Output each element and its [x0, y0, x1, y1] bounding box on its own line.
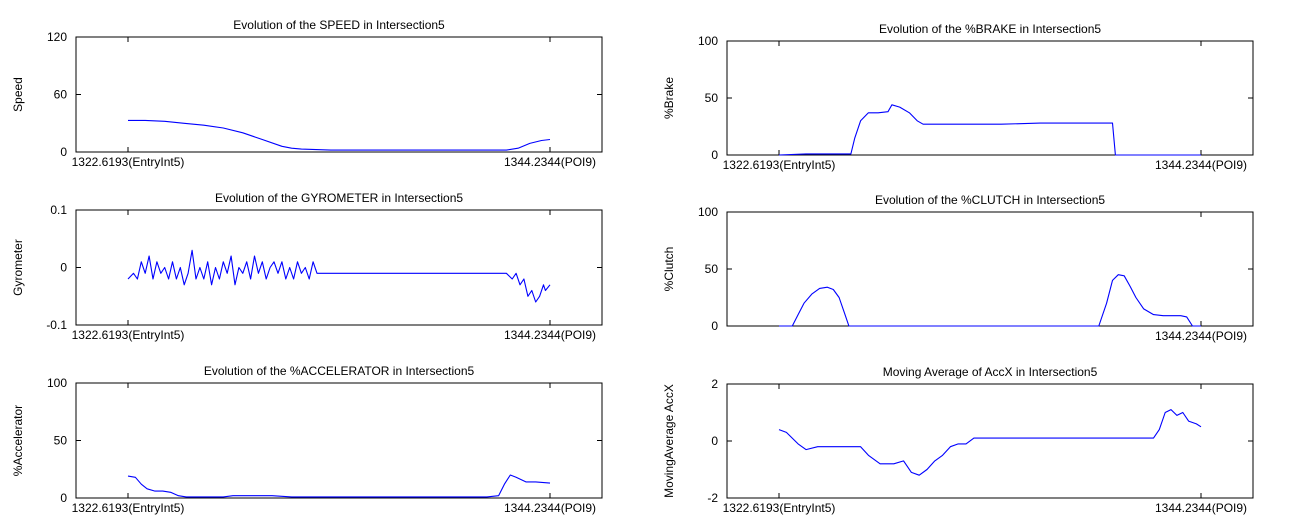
y-tick-label: 100	[698, 205, 718, 219]
series-line-1	[127, 474, 551, 498]
x-tick-label: 1344.2344(POI9)	[504, 155, 596, 169]
chart-panel-6: Moving Average of AccX in Intersection5 M…	[662, 365, 1254, 515]
y-tick-label: 0.1	[50, 203, 67, 217]
y-tick-label: 50	[705, 262, 719, 276]
x-tick-label: 1322.6193(EntryInt5)	[72, 155, 185, 169]
chart-title: Evolution of the %ACCELERATOR in Interse…	[204, 364, 475, 378]
chart-panel-3: Evolution of the %ACCELERATOR in Interse…	[11, 364, 603, 515]
plot-frame	[75, 209, 603, 326]
y-tick-label: 0	[60, 145, 67, 159]
x-tick-label: 1344.2344(POI9)	[1155, 158, 1247, 172]
y-tick-label: 60	[54, 88, 68, 102]
y-tick-label: -0.1	[46, 318, 67, 332]
chart-title: Evolution of the GYROMETER in Intersecti…	[215, 191, 463, 205]
y-tick-label: 50	[705, 91, 719, 105]
chart-panel-1: Evolution of the SPEED in Intersection5 S…	[11, 18, 603, 169]
y-tick-label: 0	[60, 261, 67, 275]
plot-frame	[726, 383, 1254, 499]
x-tick-label: 1344.2344(POI9)	[1155, 329, 1247, 343]
x-tick-label: 1322.6193(EntryInt5)	[72, 501, 185, 515]
series-line-1	[779, 274, 1201, 327]
y-tick-label: -2	[707, 491, 718, 505]
y-tick-label: 0	[711, 319, 718, 333]
x-tick-label: 1322.6193(EntryInt5)	[72, 328, 185, 342]
y-tick-label: 120	[47, 30, 67, 44]
plot-frame	[726, 40, 1254, 156]
chart-title: Evolution of the %BRAKE in Intersection5	[879, 22, 1101, 36]
y-tick-label: 50	[54, 434, 68, 448]
y-tick-label: 0	[711, 148, 718, 162]
y-tick-label: 100	[698, 34, 718, 48]
chart-panel-4: Evolution of the %BRAKE in Intersection5…	[662, 22, 1254, 172]
x-tick-label: 1344.2344(POI9)	[1155, 501, 1247, 515]
y-tick-label: 0	[711, 434, 718, 448]
y-axis-label: Speed	[11, 77, 25, 112]
y-tick-label: 0	[60, 491, 67, 505]
plot-frame	[726, 211, 1254, 327]
chart-title: Moving Average of AccX in Intersection5	[883, 365, 1098, 379]
chart-panel-2: Evolution of the GYROMETER in Intersecti…	[11, 191, 603, 342]
x-tick-label: 1322.6193(EntryInt5)	[723, 158, 836, 172]
y-axis-label: Gyrometer	[11, 239, 25, 296]
x-tick-label: 1322.6193(EntryInt5)	[723, 501, 836, 515]
series-line-1	[778, 104, 1201, 156]
y-axis-label: %Clutch	[662, 247, 676, 292]
plot-frame	[75, 36, 603, 153]
chart-panel-5: Evolution of the %CLUTCH in Intersection…	[662, 193, 1254, 343]
y-tick-label: 100	[47, 376, 67, 390]
y-tick-label: 2	[711, 377, 718, 391]
x-tick-label: 1344.2344(POI9)	[504, 328, 596, 342]
chart-title: Evolution of the SPEED in Intersection5	[233, 18, 445, 32]
chart-title: Evolution of the %CLUTCH in Intersection…	[875, 193, 1105, 207]
series-line-1	[127, 249, 551, 303]
series-line-1	[778, 409, 1202, 476]
series-line-1	[128, 119, 551, 151]
x-tick-label: 1344.2344(POI9)	[504, 501, 596, 515]
y-axis-label: %Brake	[662, 77, 676, 119]
y-axis-label: MovingAverage AccX	[662, 384, 676, 498]
y-axis-label: %Accelerator	[11, 405, 25, 476]
